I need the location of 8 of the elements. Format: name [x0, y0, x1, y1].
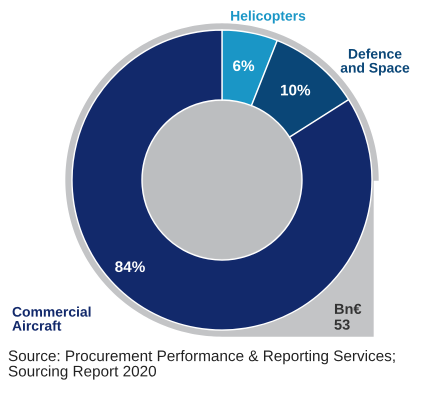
slice-label: Commercial Aircraft: [12, 306, 91, 331]
text: Bn€ 53: [334, 304, 362, 330]
data-label: 10%: [280, 84, 310, 96]
source-note: Source: Procurement Performance & Reporting Services; Sourcing Report 2020: [8, 350, 395, 380]
data-label: 6%: [233, 60, 254, 72]
slice-label: Defence and Space: [340, 48, 410, 76]
slice-label: Helicopters: [231, 10, 306, 24]
data-label: 84%: [115, 261, 145, 272]
